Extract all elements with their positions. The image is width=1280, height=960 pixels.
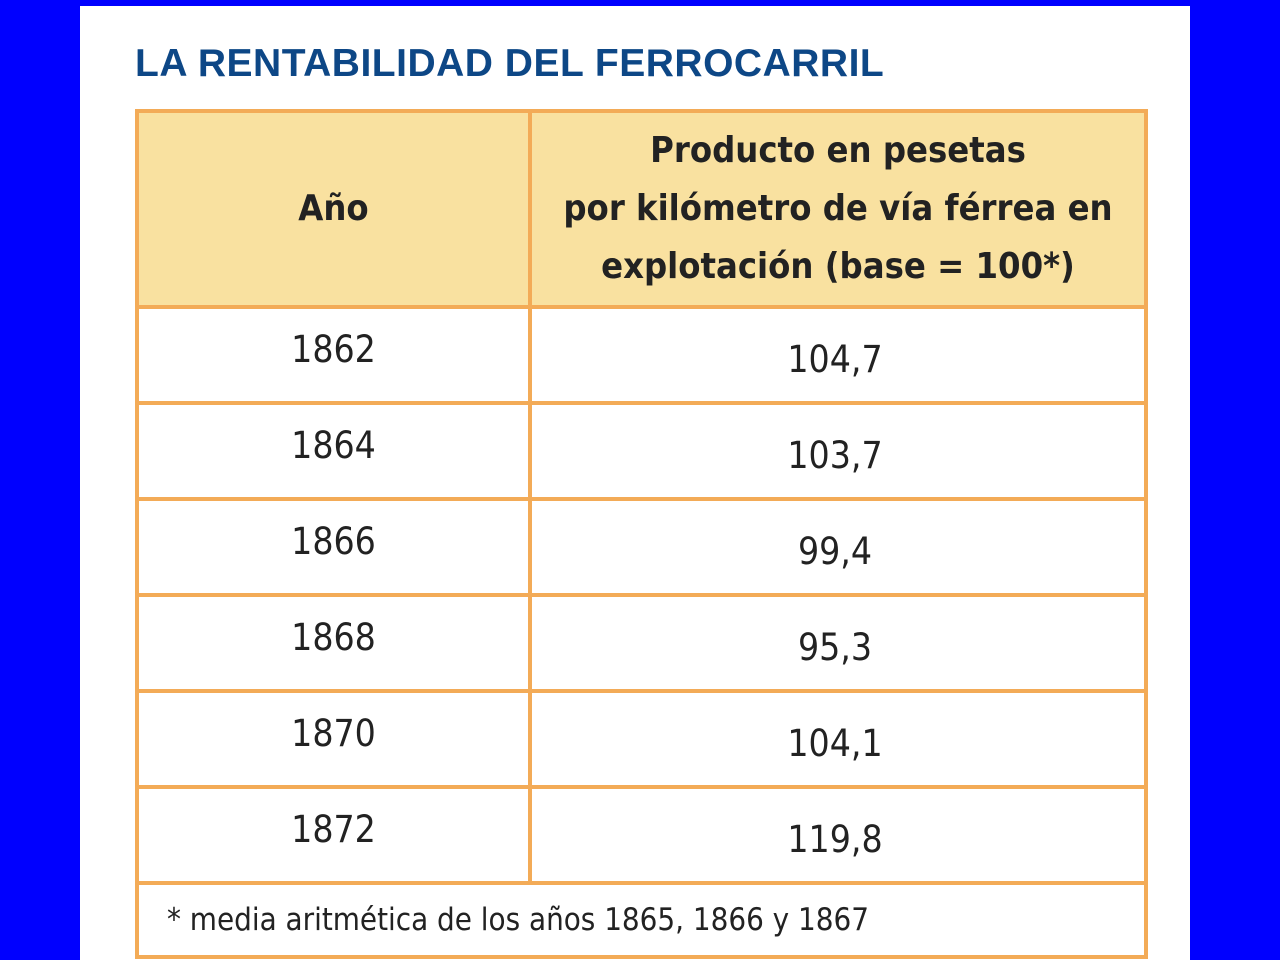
value-cell: 95,3	[528, 593, 1148, 693]
value-cell: 104,7	[528, 305, 1148, 405]
year-cell: 1862	[135, 305, 532, 405]
header-year: Año	[135, 109, 532, 309]
table-row: 1864 103,7	[135, 401, 1148, 501]
year-cell: 1870	[135, 689, 532, 789]
table-row: 1872 119,8	[135, 785, 1148, 885]
value-cell: 104,1	[528, 689, 1148, 789]
table-row: 1868 95,3	[135, 593, 1148, 693]
year-cell: 1864	[135, 401, 532, 501]
page-title: LA RENTABILIDAD DEL FERROCARRIL	[135, 42, 885, 85]
table-header-row: Año Producto en pesetas por kilómetro de…	[135, 109, 1148, 309]
header-line: Producto en pesetas	[650, 130, 1026, 171]
year-cell: 1872	[135, 785, 532, 885]
footnote-row: * media aritmética de los años 1865, 186…	[135, 881, 1148, 959]
header-product: Producto en pesetas por kilómetro de vía…	[528, 109, 1148, 309]
data-table: Año Producto en pesetas por kilómetro de…	[135, 109, 1148, 959]
table-row: 1866 99,4	[135, 497, 1148, 597]
value-cell: 119,8	[528, 785, 1148, 885]
header-line: por kilómetro de vía férrea en	[563, 188, 1113, 229]
year-cell: 1868	[135, 593, 532, 693]
year-cell: 1866	[135, 497, 532, 597]
footnote: * media aritmética de los años 1865, 186…	[135, 881, 1148, 959]
value-cell: 99,4	[528, 497, 1148, 597]
header-line: explotación (base = 100*)	[601, 246, 1075, 287]
table-row: 1870 104,1	[135, 689, 1148, 789]
table-row: 1862 104,7	[135, 305, 1148, 405]
slide-panel: LA RENTABILIDAD DEL FERROCARRIL Año Prod…	[80, 6, 1190, 960]
value-cell: 103,7	[528, 401, 1148, 501]
